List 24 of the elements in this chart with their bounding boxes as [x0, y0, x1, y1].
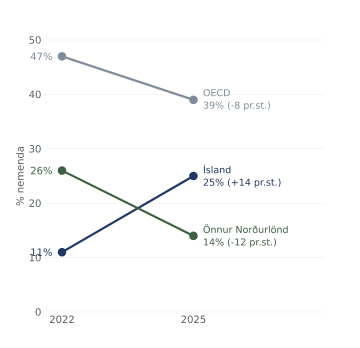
point — [189, 96, 198, 104]
data-label: 47% — [30, 52, 52, 60]
point — [58, 248, 66, 256]
x-tick-label: 2022 — [50, 316, 74, 324]
series-label: Ísland — [204, 164, 230, 174]
x-tick-label: 2025 — [181, 316, 206, 324]
y-tick-label: 30 — [29, 145, 41, 153]
point — [189, 232, 198, 240]
series-label: Önnur Norðurlönd — [204, 224, 288, 234]
series-label: OECD — [204, 89, 230, 96]
point — [189, 172, 198, 180]
point — [58, 166, 66, 175]
data-label: 14% (-12 pr.st.) — [204, 238, 276, 248]
y-tick-label: 20 — [29, 199, 41, 207]
y-tick-label: 50 — [29, 36, 41, 44]
y-tick-label: 0 — [36, 308, 41, 316]
data-label: 26% — [30, 166, 52, 174]
y-tick-label: 40 — [29, 90, 41, 98]
data-label: 11% — [31, 248, 52, 256]
point — [58, 52, 66, 61]
data-label: 39% (-8 pr.st.) — [204, 101, 270, 111]
y-axis-title: % nemenda — [16, 146, 24, 206]
y-tick-label: 10 — [30, 254, 41, 262]
data-label: 25% (+14 pr.st.) — [204, 178, 281, 188]
